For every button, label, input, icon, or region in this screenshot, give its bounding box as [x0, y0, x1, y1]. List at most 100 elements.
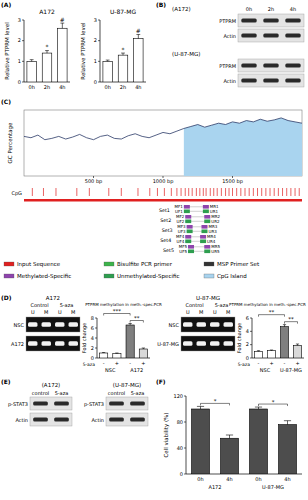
legend-swatch — [204, 262, 214, 266]
row-label: p-STAT3 — [8, 401, 28, 408]
cpg-site — [206, 188, 207, 196]
cpg-site — [236, 188, 237, 196]
cpg-site — [157, 188, 158, 196]
lane-label: U — [213, 309, 217, 315]
y-axis-label: GC Percentage — [7, 122, 14, 163]
input-sequence-bar — [24, 199, 302, 202]
lane-label: U — [186, 309, 190, 315]
reverse-primer — [204, 220, 210, 224]
y-tick — [22, 82, 24, 83]
bar — [100, 353, 108, 358]
lane-label: M — [71, 309, 75, 315]
band — [210, 322, 219, 327]
bar — [279, 425, 297, 474]
bar — [250, 409, 268, 474]
legend-label: Bisulfite PCR primer — [117, 261, 173, 268]
blot-membrane — [30, 397, 72, 410]
row-label: Actin — [91, 417, 104, 423]
x-tick-label: 0h — [197, 476, 203, 482]
bar — [280, 327, 288, 358]
y-tick-label: 2 — [18, 37, 21, 43]
cpg-site — [149, 188, 150, 196]
cpg-site — [270, 188, 271, 196]
legend-label: MSP Primer Set — [217, 261, 260, 267]
band — [183, 322, 192, 327]
significance: # — [60, 16, 65, 23]
blot-membrane — [238, 74, 304, 87]
y-tick — [22, 61, 24, 62]
error-bar — [60, 23, 64, 28]
cpg-site — [221, 188, 222, 196]
primer-label: UF1 — [175, 209, 183, 214]
cpg-site — [249, 188, 250, 196]
bar — [221, 438, 239, 474]
y-tick-label: 3 — [18, 17, 21, 23]
forward-primer — [187, 230, 193, 234]
band — [224, 322, 233, 327]
y-tick-label: 120 — [173, 393, 183, 399]
plot-frame — [24, 110, 302, 176]
cpg-site — [108, 188, 109, 196]
legend-label: CpG Island — [217, 273, 247, 280]
error-bar — [270, 350, 273, 352]
primer-label: UR5 — [211, 249, 220, 254]
band — [42, 322, 51, 327]
plot-area — [103, 34, 143, 82]
y-tick — [250, 358, 252, 359]
band — [197, 341, 206, 346]
error-bar — [226, 435, 233, 438]
forward-primer — [185, 235, 191, 239]
group-label: NSC — [105, 367, 116, 373]
condition-label: 5-aza — [215, 302, 229, 308]
cpg-site — [299, 188, 300, 196]
y-axis-label: Relative PTPRM level — [80, 22, 86, 80]
y-tick-label: 1 — [94, 58, 97, 64]
bar — [126, 325, 134, 358]
cpg-site — [121, 188, 122, 196]
significance: * — [272, 399, 275, 405]
panel-label: (B) — [156, 1, 166, 8]
reverse-primer — [201, 225, 207, 229]
significance: * — [214, 398, 217, 404]
figure: (A)(B)(C)(D)(E)(F)01230h2h4hRelative PTP… — [0, 0, 308, 500]
lane-label: U — [31, 309, 35, 315]
y-tick — [184, 422, 186, 423]
band — [285, 34, 300, 38]
forward-primer — [184, 210, 190, 214]
primer-label: UR4 — [207, 239, 216, 244]
significance: ** — [269, 309, 275, 315]
bar — [118, 55, 128, 82]
y-tick-label: 40 — [177, 445, 183, 451]
band — [197, 322, 206, 327]
bar — [254, 351, 262, 358]
legend-label: Methylated-Specific — [17, 273, 71, 280]
cpg-site — [261, 188, 262, 196]
y-tick — [184, 396, 186, 397]
band — [285, 64, 300, 68]
chart-title: PTPRM methylation in meth.-spec.PCR — [85, 302, 162, 307]
y-tick — [95, 318, 97, 319]
primer-set-label: Set3 — [162, 228, 173, 233]
significance: *** — [113, 308, 122, 314]
condition-label: Control — [185, 302, 203, 308]
band — [241, 64, 256, 68]
blot-membrane — [238, 29, 304, 42]
band — [28, 322, 37, 327]
band — [130, 402, 145, 406]
cpg-site — [164, 188, 165, 196]
chart-title: PTPRM methylation in meth.-spec.PCR — [229, 302, 306, 307]
error-bar — [142, 348, 145, 349]
band — [69, 322, 78, 327]
primer-set-label: Set4 — [160, 238, 171, 243]
gc-line — [24, 118, 302, 140]
primer-label: UF4 — [176, 239, 184, 244]
x-tick-label: 500 bp — [85, 178, 102, 185]
blot-membrane — [181, 336, 235, 351]
legend-swatch — [4, 274, 14, 278]
error-bar — [296, 344, 299, 345]
error-bar — [30, 60, 34, 62]
band — [285, 19, 300, 23]
y-tick — [98, 82, 100, 83]
lane-label: 0h — [246, 6, 252, 12]
primer-label: UR2 — [211, 219, 220, 224]
